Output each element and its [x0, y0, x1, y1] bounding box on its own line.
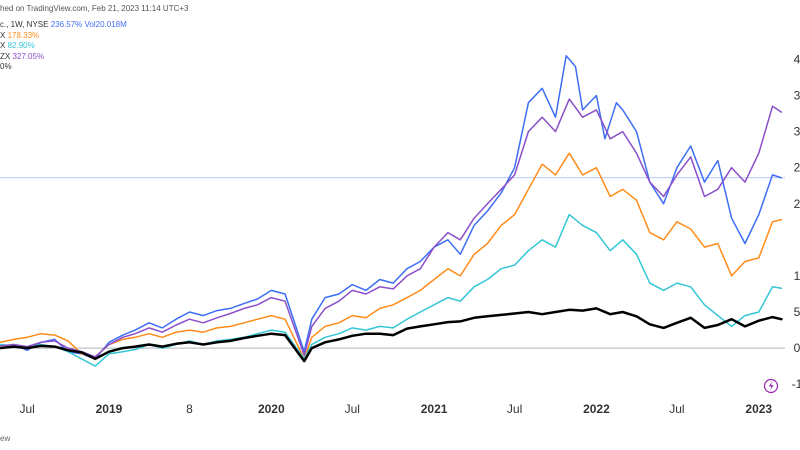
legend-row-2[interactable]: X 178.33% — [0, 31, 127, 42]
legend-name: X — [0, 30, 6, 40]
y-tick-label: -1 — [792, 377, 800, 391]
legend-volume: Vol20.018M — [84, 20, 127, 29]
series-line-4 — [0, 98, 783, 358]
y-tick-label: 0 — [794, 341, 800, 355]
x-tick-label: Jul — [19, 402, 34, 416]
legend-row-5[interactable]: 0% — [0, 62, 127, 73]
legend-row-3[interactable]: X 82.90% — [0, 41, 127, 52]
legend-name: 0% — [0, 62, 12, 71]
y-tick-label: 3 — [794, 89, 800, 103]
x-tick-label: Jul — [345, 402, 360, 416]
y-tick-label: 4 — [794, 52, 800, 66]
x-tick-label: 2021 — [421, 402, 448, 416]
lightning-icon[interactable] — [763, 378, 779, 394]
legend-name: X — [0, 41, 6, 50]
footer-text: ew — [0, 434, 11, 443]
y-tick-label: 2 — [794, 197, 800, 211]
legend-value: 327.05% — [12, 51, 45, 61]
series-line-5 — [0, 307, 783, 363]
x-tick-label: 2023 — [745, 402, 772, 416]
x-tick-label: Jul — [507, 402, 522, 416]
x-tick-label: 2022 — [583, 402, 610, 416]
legend: c., 1W, NYSE 236.57% Vol20.018M X 178.33… — [0, 20, 127, 73]
series-line-3 — [0, 213, 783, 367]
y-tick-label: 2 — [794, 161, 800, 175]
x-tick-label: 2019 — [96, 402, 123, 416]
legend-value: 236.57% — [50, 20, 83, 29]
x-tick-label: 2020 — [258, 402, 285, 416]
legend-row-4[interactable]: ZX 327.05% — [0, 52, 127, 63]
y-tick-label: 1 — [794, 269, 800, 283]
y-tick-label: 3 — [794, 125, 800, 139]
x-tick-label: Jul — [669, 402, 684, 416]
x-tick-label: 8 — [186, 402, 193, 416]
series-line-2 — [0, 152, 783, 360]
chart-header-text: hed on TradingView.com, Feb 21, 2023 11:… — [0, 4, 189, 13]
legend-value: 82.90% — [7, 41, 35, 50]
legend-value: 178.33% — [7, 30, 40, 40]
legend-row-1[interactable]: c., 1W, NYSE 236.57% Vol20.018M — [0, 20, 127, 31]
series-line-1 — [0, 55, 783, 360]
y-tick-label: 5 — [794, 305, 800, 319]
legend-name: ZX — [0, 51, 11, 61]
legend-name: c., 1W, NYSE — [0, 20, 49, 29]
